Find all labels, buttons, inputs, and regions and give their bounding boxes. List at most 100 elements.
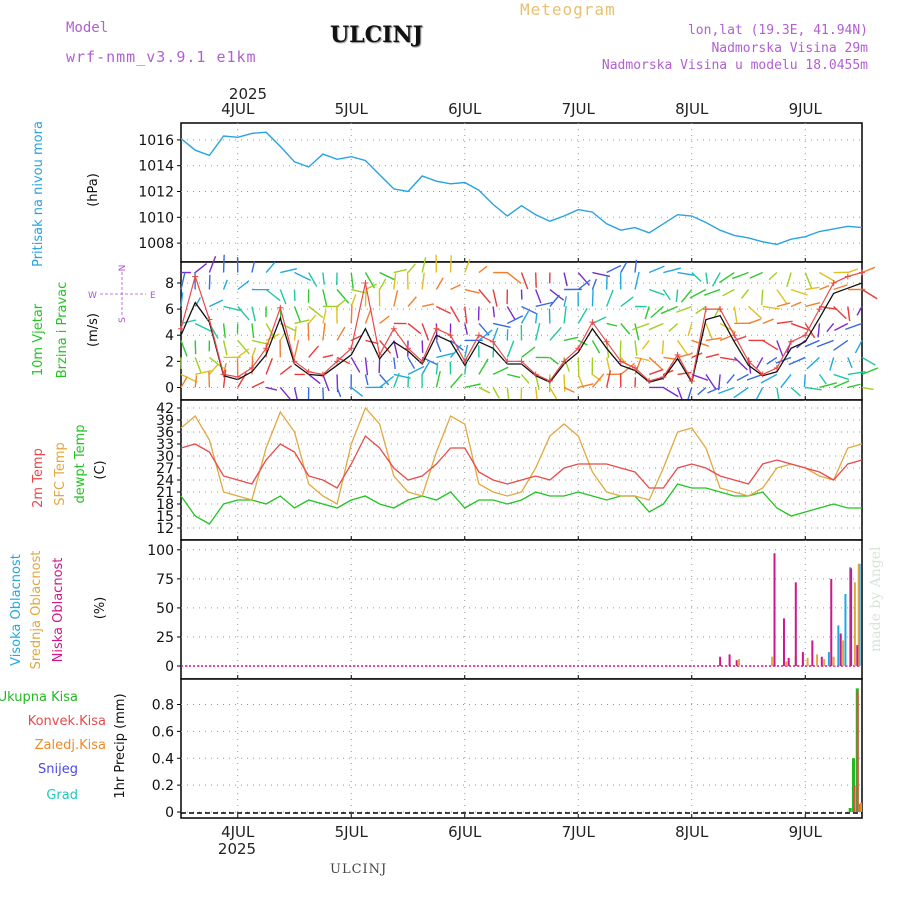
wind-arrow [180, 272, 186, 290]
wind-arrow [194, 375, 198, 388]
wind-gust-marker [802, 332, 809, 339]
wind-arrow [847, 306, 851, 322]
wind-arrow [478, 265, 488, 274]
cloud-low-bar [801, 652, 804, 667]
wind-gust-marker [390, 325, 397, 332]
wind-arrow [818, 374, 827, 385]
bottom-day-label: 8JUL [675, 823, 709, 841]
wind-arrow [350, 294, 357, 307]
wind-arrow [578, 383, 594, 389]
wind-arrow [549, 356, 559, 365]
cloud-high-bar [827, 652, 830, 667]
wind-gust-marker [731, 332, 738, 339]
wind-arrow [435, 277, 444, 290]
wind-arrow [676, 340, 688, 355]
wind-gust-marker [859, 269, 865, 276]
wind-arrow [436, 305, 451, 315]
wind-gust-marker [433, 325, 440, 332]
wind-arrow [768, 272, 778, 281]
wind-arrow [705, 337, 722, 342]
wind-gust-marker [447, 332, 454, 339]
wind-gust-marker [617, 358, 624, 365]
wind-arrow [762, 318, 774, 325]
wind-arrow [776, 340, 784, 357]
precip-legend-grad: Grad [46, 788, 78, 803]
wind-arrow [648, 265, 665, 274]
wind-arrow [819, 271, 836, 282]
wind-arrow [577, 357, 580, 376]
wind-arrow [336, 326, 346, 341]
top-day-label: 8JUL [675, 100, 709, 118]
cloud-mid-bar [842, 640, 845, 667]
wind-arrow [308, 345, 319, 358]
wind-arrow [492, 306, 496, 318]
bottom-day-label: 5JUL [335, 823, 369, 841]
y-tick-label: 75 [156, 572, 174, 588]
wind-arrow [322, 322, 326, 341]
pressure-line [180, 131, 863, 246]
wind-arrow [861, 386, 874, 391]
wind-arrow [464, 344, 469, 358]
wind-arrow [464, 357, 468, 375]
wind-arrow [251, 347, 257, 358]
y-tick-label: 21 [156, 485, 174, 501]
wind-arrow [719, 322, 737, 334]
wind-arrow [237, 348, 250, 358]
wind-arrow [861, 288, 878, 300]
wind-arrow [265, 261, 276, 273]
wind-gust-marker [334, 358, 341, 365]
dir-n-label: N [118, 265, 128, 272]
wind-arrow [660, 305, 678, 315]
wind-arrow [364, 308, 372, 324]
wind-arrow [209, 299, 224, 308]
y-tick-label: 1012 [138, 185, 174, 201]
precip-ylabel: 1hr Precip (mm) [113, 693, 128, 798]
cloud-low-bar [787, 657, 790, 667]
top-day-label: 4JUL [221, 100, 255, 118]
top-day-label: 5JUL [335, 100, 369, 118]
wind-arrow [661, 340, 665, 355]
lonlat-label: lon,lat (19.3E, 41.94N) [687, 23, 868, 38]
wind-arrow [222, 279, 228, 290]
y-tick-label: 1014 [138, 159, 174, 175]
wind-arrow [364, 357, 369, 376]
wind-gust-marker [646, 377, 653, 384]
wind-arrow [805, 286, 820, 291]
wind-arrow [641, 340, 650, 350]
wind-gust-marker [277, 304, 284, 311]
pressure-unit: (hPa) [86, 173, 101, 207]
wind-arrow [563, 386, 575, 393]
wind-arrow [563, 272, 568, 287]
cloud-mid-bar [832, 656, 835, 667]
cloud-low-bar [728, 654, 731, 667]
y-tick-label: 1010 [138, 210, 174, 226]
wind-arrow [847, 357, 853, 369]
wind-arrow [788, 356, 806, 366]
wind-arrow [833, 373, 850, 381]
cloud-unit: (%) [93, 597, 108, 620]
wind-arrow [634, 323, 640, 341]
wind-arrow [379, 375, 394, 389]
wind-gust-marker [717, 306, 724, 313]
wind-gust-marker [745, 358, 752, 365]
y-tick-label: 27 [156, 461, 174, 477]
temp-2m-line [180, 434, 863, 489]
panel-precipitation: 0 0.2 0.4 0.6 0.8 [152, 678, 863, 821]
wind-arrow [294, 271, 311, 282]
wind-arrow [435, 362, 439, 375]
wind-arrow [736, 373, 749, 382]
wind-arrow [350, 386, 364, 397]
wind-arrow [279, 365, 293, 375]
wind-gust-marker [788, 338, 795, 345]
wind-arrow [549, 326, 562, 341]
wind-arrow [379, 373, 390, 386]
y-tick-label: 1008 [138, 236, 174, 252]
wind-arrow [762, 339, 779, 351]
wind-arrow [364, 289, 367, 307]
wind-arrow [648, 368, 664, 376]
wind-arrow [634, 356, 650, 362]
wind-arrow [265, 357, 273, 375]
wind-arrow [478, 386, 491, 394]
wind-gust-marker [490, 338, 497, 345]
